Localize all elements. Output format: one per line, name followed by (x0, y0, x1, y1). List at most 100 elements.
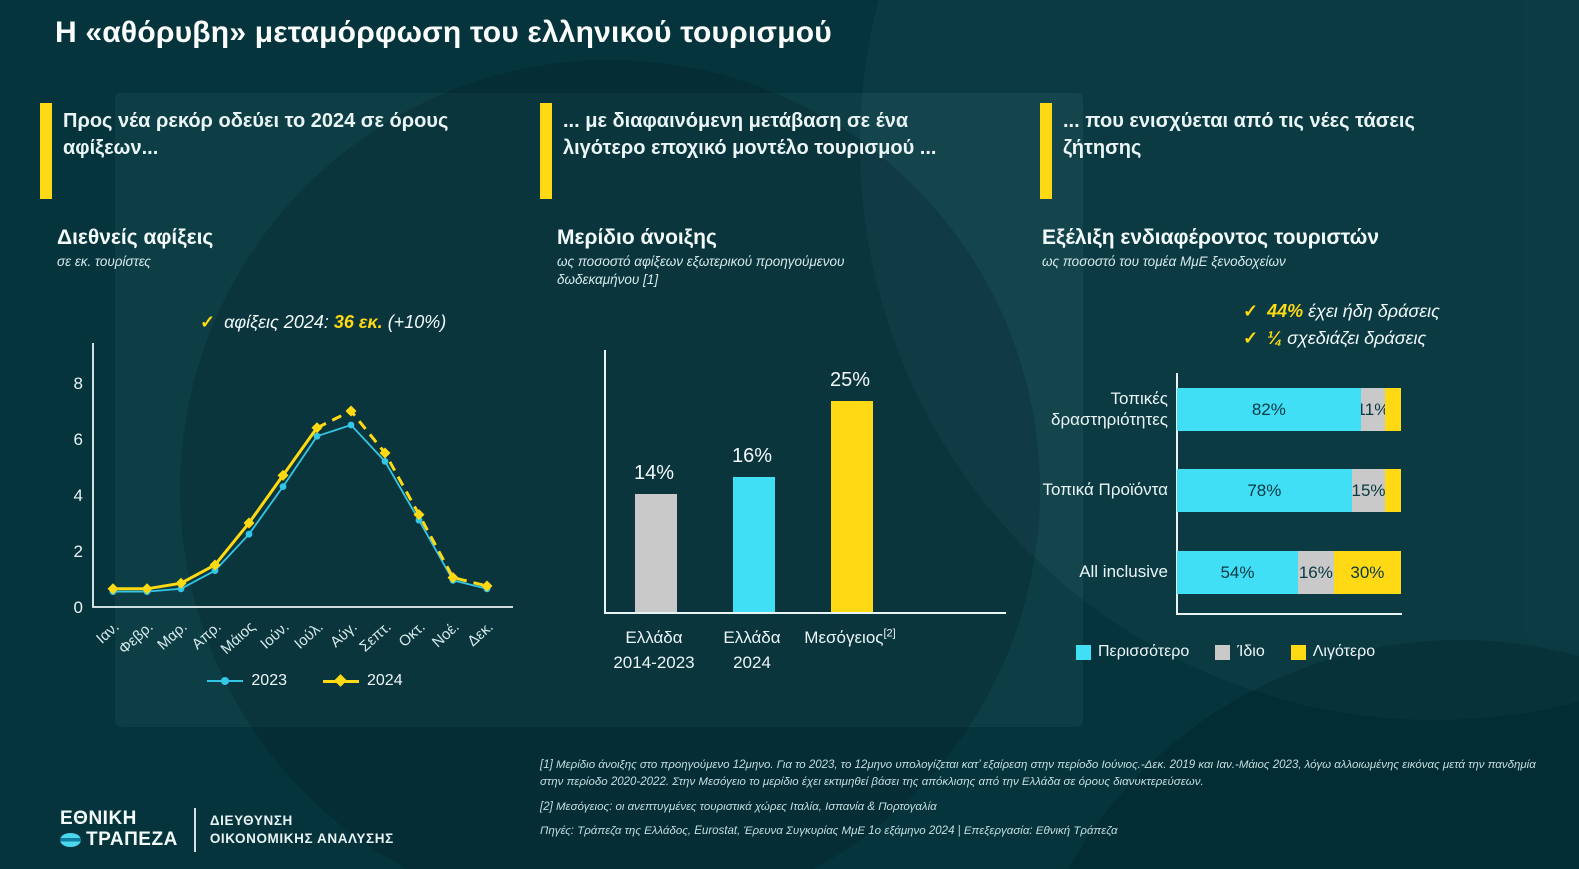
row-label: Τοπικά Προϊόντα (1042, 480, 1168, 500)
accent-bar (540, 103, 552, 199)
page-title: Η «αθόρυβη» μεταμόρφωση του ελληνικού το… (55, 16, 832, 49)
stacked-segment-Περισσότερο: 78% (1177, 469, 1352, 512)
month-tick-label: Μάιος (218, 618, 259, 657)
logo-divider (193, 808, 196, 852)
footnotes: [1] Μερίδιο άνοιξης στο προηγούμενο 12μη… (540, 757, 1550, 847)
line-chart-legend: 2023 2024 (95, 672, 515, 690)
data-point-2024 (277, 469, 289, 481)
data-point-2024 (413, 509, 425, 521)
legend-label: Ίδιο (1237, 643, 1265, 660)
annotation-line: ✓ ¼ σχεδιάζει δράσεις (1243, 325, 1440, 352)
department-name: ΔΙΕΥΘΥΝΣΗ ΟΙΚΟΝΟΜΙΚΗΣ ΑΝΑΛΥΣΗΣ (210, 812, 394, 848)
bank-name-line2: ΤΡΑΠΕΖΑ (86, 829, 178, 850)
accent-bar (40, 103, 52, 199)
data-point-2023 (245, 530, 253, 538)
bank-logo: ΕΘΝΙΚΗ ΤΡΑΠΕΖΑ ΔΙΕΥΘΥΝΣΗ ΟΙΚΟΝΟΜΙΚΗΣ ΑΝΑ… (60, 808, 394, 852)
row-label: All inclusive (1079, 562, 1168, 582)
data-point-2023 (347, 421, 355, 429)
bar-category-label: Ελλάδα 2014-2023 (579, 626, 729, 675)
stacked-segment-Λιγότερο (1385, 388, 1401, 431)
chart2-subtitle: ως ποσοστό αφίξεων εξωτερικού προηγούμεν… (557, 254, 845, 287)
y-tick-label: 4 (74, 486, 83, 505)
chart2-title: Μερίδιο άνοιξης (557, 226, 717, 249)
bar-2 (733, 477, 775, 612)
legend-label: Περισσότερο (1098, 643, 1190, 660)
legend-item: Λιγότερο (1290, 643, 1376, 661)
legend-label: Λιγότερο (1312, 643, 1376, 660)
column2-header: ... με διαφαινόμενη μετάβαση σε ένα λιγό… (540, 103, 1010, 199)
legend-swatch-icon (1215, 644, 1231, 660)
line-2023 (113, 423, 488, 593)
line-diamond-swatch-icon (323, 674, 359, 687)
legend-swatch-icon (1076, 644, 1091, 660)
data-point-2024 (209, 559, 221, 571)
bar-value-label: 14% (633, 462, 675, 484)
data-point-2024 (447, 572, 459, 584)
category-line: Ελλάδα (625, 628, 683, 647)
stacked-segment-Λιγότερο (1385, 469, 1401, 512)
chart1-title: Διεθνείς αφίξεις (57, 226, 214, 249)
check-icon: ✓ (1243, 328, 1259, 348)
stacked-segment-Λιγότερο: 30% (1333, 551, 1401, 594)
legend-item: Ίδιο (1215, 643, 1265, 661)
chart3-title-block: Εξέλιξη ενδιαφέροντος τουριστών ως ποσοσ… (1042, 226, 1462, 271)
legend-item-2024: 2024 (323, 672, 403, 690)
data-point-2023 (211, 567, 219, 574)
bar-category-label: Μεσόγειος[2] (775, 626, 925, 651)
annotation-text: σχεδιάζει δράσεις (1282, 328, 1427, 348)
month-tick-label: Οκτ. (396, 618, 429, 650)
footnote: Πηγές: Τράπεζα της Ελλάδος, Eurostat, Έρ… (540, 824, 1118, 837)
check-icon: ✓ (1243, 301, 1259, 321)
month-tick-label: Σεπτ. (356, 618, 394, 655)
stacked-row: 82%11% (1177, 388, 1401, 431)
stacked-segment-Ίδιο: 11% (1360, 388, 1386, 431)
chart2-title-block: Μερίδιο άνοιξης ως ποσοστό αφίξεων εξωτε… (557, 226, 887, 288)
bar-3 (831, 401, 873, 612)
month-tick-label: Αύγ. (327, 618, 361, 651)
footnote: [2] Μεσόγειος: οι ανεπτυγμένες τουριστικ… (540, 800, 937, 813)
y-tick-label: 2 (74, 542, 83, 561)
line-dot-swatch-icon (207, 676, 244, 686)
y-tick-label: 0 (74, 598, 83, 617)
y-tick-label: 8 (74, 374, 83, 393)
x-axis-line (1176, 613, 1402, 615)
background-circle (180, 60, 1040, 869)
annotation-post: (+10%) (382, 312, 447, 332)
column1-header: Προς νέα ρεκόρ οδεύει το 2024 σε όρους α… (40, 103, 520, 199)
stacked-segment-Περισσότερο: 54% (1177, 551, 1298, 594)
bank-name-line1: ΕΘΝΙΚΗ (60, 808, 137, 830)
legend-item: Περισσότερο (1076, 643, 1189, 661)
data-point-2024 (345, 405, 357, 417)
footnote-ref: [2] (883, 627, 896, 640)
stacked-segment-Περισσότερο: 82% (1177, 388, 1361, 431)
annotation-line: ✓ 44% έχει ήδη δράσεις (1243, 298, 1440, 325)
legend-label: 2023 (251, 672, 287, 689)
bar-value-label: 16% (731, 445, 773, 467)
category-line: 2014-2023 (613, 652, 695, 672)
column2-heading: ... με διαφαινόμενη μετάβαση σε ένα λιγό… (563, 110, 937, 159)
category-line: 2024 (733, 652, 771, 672)
stacked-segment-Ίδιο: 16% (1297, 551, 1334, 594)
department-line1: ΔΙΕΥΘΥΝΣΗ (209, 812, 293, 828)
category-line: Μεσόγειος[2] (804, 627, 896, 647)
bar-1 (635, 494, 677, 612)
legend-swatch-icon (1290, 644, 1306, 660)
stacked-row: 54% 16% 30% (1177, 551, 1401, 594)
month-tick-label: Μαρ. (154, 618, 191, 653)
chart3-subtitle: ως ποσοστό του τομέα ΜμΕ ξενοδοχείων (1042, 254, 1286, 269)
line-2024-forecast (316, 409, 488, 588)
category-line: Ελλάδα (723, 628, 781, 647)
legend-item-2023: 2023 (207, 672, 287, 690)
data-point-2024 (481, 580, 493, 592)
month-tick-label: Δεκ. (464, 618, 496, 650)
column3-header: ... που ενισχύεται από τις νέες τάσεις ζ… (1040, 103, 1510, 199)
bank-logo-icon (60, 833, 81, 848)
annotation-pre: αφίξεις 2024: (224, 312, 334, 332)
month-tick-label: Ιούλ. (291, 618, 326, 652)
arrivals-annotation: ✓ αφίξεις 2024: 36 εκ. (+10%) (200, 312, 446, 333)
month-tick-label: Νοέ. (429, 618, 463, 651)
data-point-2023 (177, 585, 185, 593)
